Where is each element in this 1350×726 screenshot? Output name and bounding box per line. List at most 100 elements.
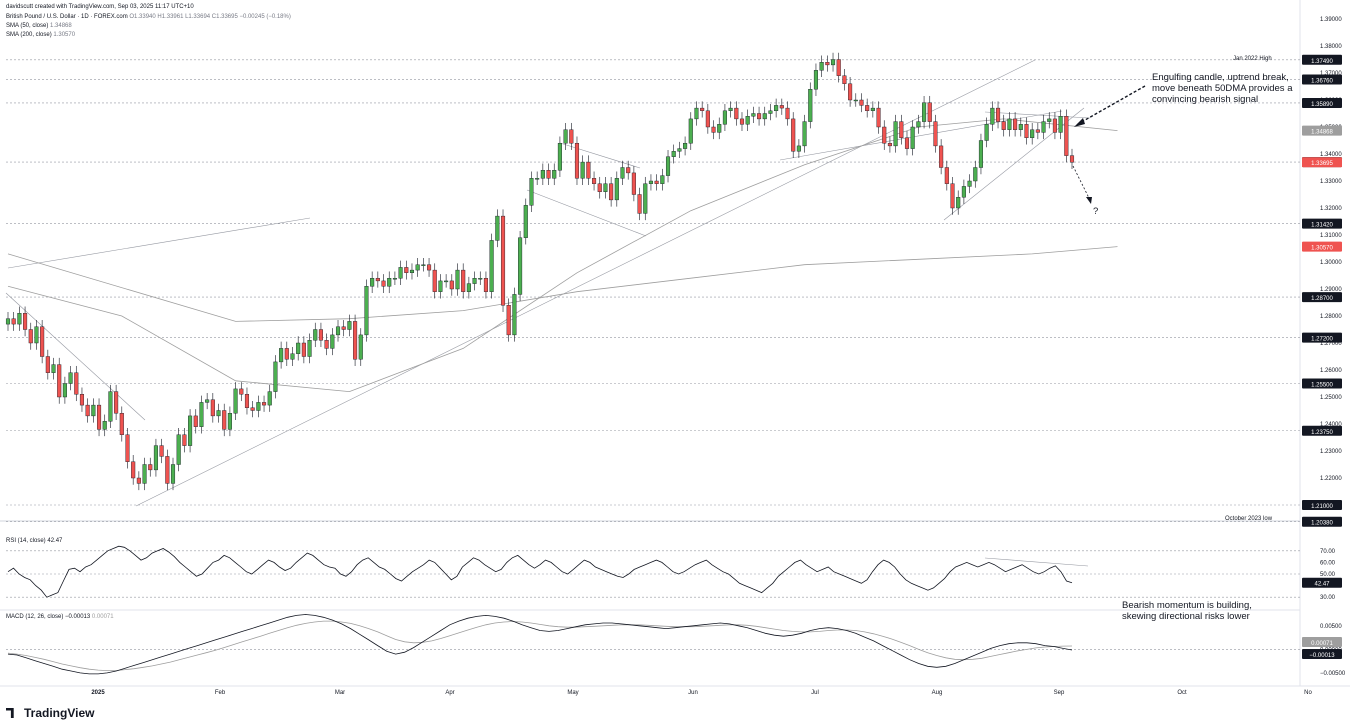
candle-up <box>967 180 972 187</box>
macd-tick-label: −0.00500 <box>1320 671 1346 677</box>
level-tag-text: 1.23750 <box>1311 430 1333 436</box>
candle-down <box>1013 118 1018 130</box>
sma200-line <box>7 246 1118 322</box>
price-tick-label: 1.26000 <box>1320 368 1342 374</box>
candle-down <box>904 137 910 149</box>
candle-down <box>1035 129 1040 133</box>
candle-down <box>711 126 716 133</box>
candle-up <box>1041 121 1046 133</box>
time-tick-label: 2025 <box>91 690 105 696</box>
level-tag <box>1302 218 1342 229</box>
candle-down <box>45 356 50 373</box>
candle-up <box>535 178 540 180</box>
symbol-line: British Pound / U.S. Dollar · 1D · FOREX… <box>6 14 291 20</box>
candle-down <box>757 113 762 120</box>
time-tick-label: Sep <box>1054 690 1065 696</box>
candle-up <box>768 110 773 114</box>
candle-down <box>11 318 16 325</box>
rsi-value: 42.47 <box>47 538 63 544</box>
candle-up <box>216 410 221 417</box>
candle-up <box>557 142 562 171</box>
candle-up <box>643 183 648 214</box>
candle-down <box>631 172 636 195</box>
candle-up <box>273 361 278 392</box>
jan-high-label: Jan 2022 High <box>1233 56 1272 62</box>
candle-up <box>68 372 73 384</box>
candle-up <box>335 326 341 336</box>
candle-down <box>626 167 631 174</box>
candle-down <box>404 267 409 273</box>
candle-down <box>865 105 870 112</box>
candle-down <box>825 62 830 66</box>
candle-up <box>358 334 363 360</box>
engulfing-arrow <box>1077 85 1146 125</box>
note-line: convincing bearish signal <box>1152 94 1259 105</box>
note-line: Engulfing candle, uptrend break, <box>1152 72 1289 83</box>
candle-up <box>660 175 665 184</box>
candle-up <box>961 186 966 198</box>
candle-down <box>1024 124 1029 139</box>
candle-up <box>603 183 608 192</box>
candle-up <box>529 178 534 206</box>
note-line: skewing directional risks lower <box>1122 611 1250 622</box>
sma50-value: 1.34868 <box>50 23 72 29</box>
price-tick-label: 1.28000 <box>1320 314 1342 320</box>
candle-down <box>939 145 944 168</box>
note-line: move beneath 50DMA provides a <box>1152 83 1293 94</box>
time-tick-label: No <box>1304 690 1312 696</box>
candle-up <box>364 286 369 336</box>
trendline <box>984 111 1091 119</box>
level-tag <box>1302 500 1342 510</box>
candle-down <box>159 445 164 457</box>
candle-down <box>165 456 170 484</box>
candle-down <box>569 129 574 144</box>
price-tick-label: 1.22000 <box>1320 476 1342 482</box>
candle-down <box>74 372 79 395</box>
candle-up <box>751 113 756 117</box>
candle-up <box>648 180 653 184</box>
candle-up <box>694 107 699 120</box>
candle-up <box>153 445 158 471</box>
sma50-tag-text: 1.34868 <box>1311 130 1333 136</box>
candle-down <box>182 434 187 446</box>
rsi-tick-label: 50.00 <box>1320 572 1336 578</box>
level-tag <box>1302 74 1342 85</box>
candle-up <box>256 402 261 411</box>
candle-up <box>1007 118 1012 130</box>
candle-up <box>466 283 471 292</box>
candles <box>5 52 1075 491</box>
candle-up <box>512 294 517 336</box>
candle-up <box>472 278 477 284</box>
rsi-tick-label: 60.00 <box>1320 560 1336 566</box>
time-tick-label: Jul <box>811 690 819 696</box>
candle-down <box>876 107 881 128</box>
candle-down <box>28 329 33 344</box>
candle-down <box>546 169 551 179</box>
level-tag <box>1302 332 1342 343</box>
candle-down <box>427 264 432 271</box>
price-tick-label: 1.27000 <box>1320 341 1342 347</box>
level-tag-text: 1.27200 <box>1311 337 1333 343</box>
candle-down <box>40 326 45 357</box>
candle-up <box>728 107 733 111</box>
price-tick-label: 1.30000 <box>1320 260 1342 266</box>
trendline <box>779 110 1063 161</box>
level-tag-text: 1.20380 <box>1311 521 1333 527</box>
current-price-tag-text: 1.33695 <box>1311 161 1333 167</box>
tradingview-icon <box>6 708 14 718</box>
candle-down <box>483 278 488 292</box>
level-tag-text: 1.28700 <box>1311 296 1333 302</box>
candle-up <box>415 264 420 271</box>
candle-up <box>956 196 961 209</box>
tradingview-logo[interactable]: TradingView <box>6 706 94 720</box>
candle-down <box>381 280 386 287</box>
time-tick-label: Apr <box>445 690 454 696</box>
candle-up <box>438 280 443 292</box>
rsi-current-text: 42.47 <box>1314 582 1330 588</box>
time-tick-label: May <box>567 690 578 696</box>
candle-up <box>683 142 688 149</box>
price-tags: 1.374901.367601.358901.337001.314201.287… <box>1302 54 1342 527</box>
candle-down <box>654 180 659 184</box>
sma200-tag <box>1302 241 1342 252</box>
